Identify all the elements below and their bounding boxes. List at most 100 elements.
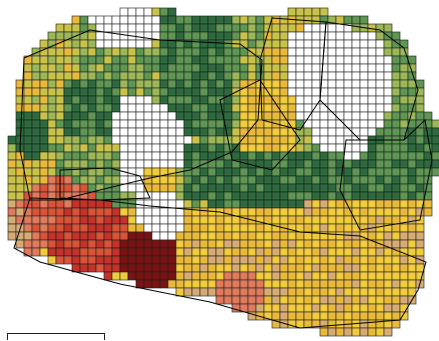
grid-cell-mid-green (279, 159, 289, 169)
grid-cell-dark-green (167, 103, 177, 113)
grid-cell-gold (39, 79, 49, 89)
grid-cell-tan (359, 319, 369, 329)
grid-cell-dark-green (175, 87, 185, 97)
grid-cell-light-green (95, 167, 105, 177)
grid-cell-light-green (399, 95, 409, 105)
grid-cell-white (143, 7, 153, 17)
grid-cell-yellow-green (279, 23, 289, 33)
grid-cell-orange-red (47, 207, 57, 217)
grid-cell-mid-green (63, 79, 73, 89)
grid-cell-white (127, 95, 137, 105)
grid-cell-orange-red (47, 199, 57, 209)
grid-cell-white (151, 151, 161, 161)
grid-cell-mid-green (79, 127, 89, 137)
grid-cell-gold (303, 223, 313, 233)
grid-cell-yellow (343, 215, 353, 225)
grid-cell-yellow-green (151, 71, 161, 81)
grid-cell-dark-green (79, 111, 89, 121)
grid-cell-light-green (391, 79, 401, 89)
grid-cell-dark-green (199, 127, 209, 137)
grid-cell-yellow (303, 255, 313, 265)
grid-cell-white (351, 55, 361, 65)
grid-cell-dark-green (207, 31, 217, 41)
grid-cell-dark-green (375, 191, 385, 201)
grid-cell-mid-green (399, 175, 409, 185)
grid-cell-yellow (343, 247, 353, 257)
grid-cell-mid-green (183, 15, 193, 25)
grid-cell-dark-green (415, 143, 425, 153)
grid-cell-white (119, 135, 129, 145)
grid-cell-light-green (71, 159, 81, 169)
grid-cell-yellow (207, 231, 217, 241)
grid-cell-mid-green (295, 119, 305, 129)
grid-cell-yellow (359, 279, 369, 289)
grid-cell-dark-green (31, 119, 41, 129)
grid-cell-white (119, 159, 129, 169)
grid-cell-mid-green (47, 143, 57, 153)
grid-cell-dark-green (191, 95, 201, 105)
grid-cell-mid-green (415, 175, 425, 185)
grid-cell-yellow (247, 223, 257, 233)
grid-cell-orange-red (79, 247, 89, 257)
grid-cell-yellow (415, 263, 425, 273)
grid-cell-yellow (199, 279, 209, 289)
grid-cell-mid-green (207, 167, 217, 177)
grid-cell-dark-green (207, 183, 217, 193)
grid-cell-dark-green (23, 127, 33, 137)
grid-cell-yellow-green (71, 63, 81, 73)
grid-cell-mid-green (343, 159, 353, 169)
grid-cell-light-green (103, 175, 113, 185)
grid-cell-dark-green (215, 143, 225, 153)
grid-cell-yellow (271, 79, 281, 89)
grid-cell-tan (415, 207, 425, 217)
grid-cell-white (119, 95, 129, 105)
grid-cell-dark-red (151, 279, 161, 289)
grid-cell-dark-green (199, 15, 209, 25)
grid-cell-light-green (47, 55, 57, 65)
grid-cell-yellow (399, 287, 409, 297)
grid-cell-white (311, 119, 321, 129)
grid-cell-gold (335, 279, 345, 289)
grid-cell-white (303, 79, 313, 89)
grid-cell-dark-green (215, 103, 225, 113)
grid-cell-tan (215, 247, 225, 257)
grid-cell-mid-green (255, 23, 265, 33)
grid-cell-gold (327, 263, 337, 273)
grid-cell-gold (191, 231, 201, 241)
grid-cell-yellow (351, 287, 361, 297)
grid-cell-dark-green (183, 159, 193, 169)
grid-cell-mid-green (415, 135, 425, 145)
grid-cell-salmon (39, 199, 49, 209)
grid-cell-dark-green (23, 151, 33, 161)
grid-cell-white (351, 111, 361, 121)
grid-cell-gold (47, 159, 57, 169)
grid-cell-dark-green (407, 135, 417, 145)
grid-cell-yellow (199, 215, 209, 225)
grid-cell-yellow (375, 263, 385, 273)
grid-cell-yellow (223, 263, 233, 273)
grid-cell-dark-red (159, 247, 169, 257)
grid-cell-mid-green (431, 151, 439, 161)
grid-cell-tan (183, 247, 193, 257)
grid-cell-dark-green (103, 127, 113, 137)
grid-cell-gold (287, 271, 297, 281)
grid-cells (7, 7, 439, 337)
grid-cell-gold (199, 271, 209, 281)
grid-cell-white (311, 23, 321, 33)
grid-cell-dark-green (263, 199, 273, 209)
grid-cell-tan (343, 231, 353, 241)
grid-cell-yellow (399, 199, 409, 209)
grid-cell-gold (367, 279, 377, 289)
grid-cell-gold (335, 295, 345, 305)
grid-cell-yellow (239, 207, 249, 217)
grid-cell-white (375, 103, 385, 113)
grid-cell-white (367, 71, 377, 81)
grid-cell-dark-green (207, 103, 217, 113)
grid-cell-mid-green (255, 183, 265, 193)
grid-cell-gold (223, 231, 233, 241)
grid-cell-dark-green (215, 191, 225, 201)
grid-cell-gold (279, 231, 289, 241)
grid-cell-dark-green (223, 111, 233, 121)
grid-cell-white (135, 127, 145, 137)
grid-cell-yellow (263, 239, 273, 249)
